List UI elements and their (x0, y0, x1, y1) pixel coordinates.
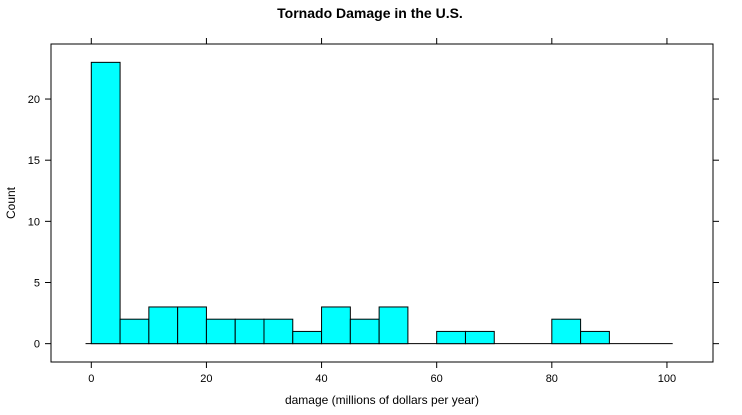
plot-frame (50, 43, 714, 363)
histogram-bar (436, 330, 466, 345)
histogram-bar (119, 318, 150, 345)
y-tick-label: 15 (28, 155, 40, 167)
x-tick-label: 100 (658, 373, 676, 385)
histogram-bar (551, 318, 582, 345)
histogram-bar (205, 318, 236, 345)
y-tick-label: 5 (34, 278, 40, 290)
histogram-bar (580, 330, 610, 345)
x-tick-label: 80 (546, 373, 558, 385)
histogram-bar (90, 61, 121, 345)
histogram-bar (464, 330, 495, 345)
histogram-bar (177, 306, 207, 345)
chart-title: Tornado Damage in the U.S. (277, 5, 463, 21)
x-tick-label: 60 (431, 373, 443, 385)
x-tick-label: 20 (200, 373, 212, 385)
histogram-bar (263, 318, 294, 345)
x-axis-label: damage (millions of dollars per year) (285, 393, 479, 407)
plot-area: 0 20 40 60 80 100 0 5 10 15 20 (28, 38, 719, 385)
histogram-bar (148, 306, 179, 345)
y-tick-label: 0 (34, 339, 40, 351)
y-axis-label: Count (4, 186, 18, 219)
histogram-bar (321, 306, 351, 345)
y-tick-label: 20 (28, 94, 40, 106)
histogram-bar (234, 318, 265, 345)
histogram-bar (292, 330, 323, 345)
x-tick-label: 0 (88, 373, 94, 385)
x-tick-label: 40 (315, 373, 327, 385)
y-tick-label: 10 (28, 216, 40, 228)
histogram-bar (378, 306, 409, 345)
histogram-bar (349, 318, 380, 345)
